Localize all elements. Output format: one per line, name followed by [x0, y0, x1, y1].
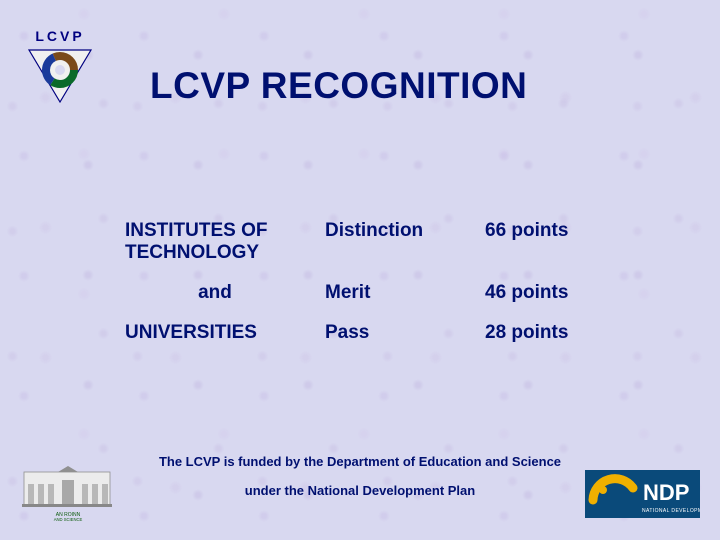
svg-text:NATIONAL DEVELOPMENT PLAN: NATIONAL DEVELOPMENT PLAN [642, 508, 700, 514]
table-row: and Merit 46 points [125, 282, 625, 304]
lcvp-triangle-icon [25, 46, 95, 106]
cell-institution: INSTITUTES OF TECHNOLOGY [125, 220, 325, 264]
slide: LCVP LCVP RECOGNITION INSTITUTES OF TECH… [0, 0, 720, 540]
table-row: UNIVERSITIES Pass 28 points [125, 322, 625, 344]
cell-grade: Merit [325, 282, 485, 304]
ndp-logo-icon: NDP NATIONAL DEVELOPMENT PLAN [585, 470, 700, 518]
ndp-text: NDP [643, 480, 689, 505]
slide-title: LCVP RECOGNITION [150, 65, 527, 107]
cell-points: 66 points [485, 220, 625, 242]
svg-text:AND SCIENCE: AND SCIENCE [54, 517, 83, 522]
points-table: INSTITUTES OF TECHNOLOGY Distinction 66 … [125, 220, 625, 362]
footer-line-1: The LCVP is funded by the Department of … [159, 454, 561, 469]
cell-grade: Pass [325, 322, 485, 344]
gov-building-icon: AN ROINN AND SCIENCE [18, 466, 118, 522]
lcvp-logo: LCVP [22, 28, 98, 106]
lcvp-logo-text: LCVP [22, 28, 98, 44]
cell-points: 46 points [485, 282, 625, 304]
cell-institution: UNIVERSITIES [125, 322, 325, 344]
table-row: INSTITUTES OF TECHNOLOGY Distinction 66 … [125, 220, 625, 264]
cell-points: 28 points [485, 322, 625, 344]
cell-grade: Distinction [325, 220, 485, 242]
cell-institution: and [125, 282, 325, 304]
